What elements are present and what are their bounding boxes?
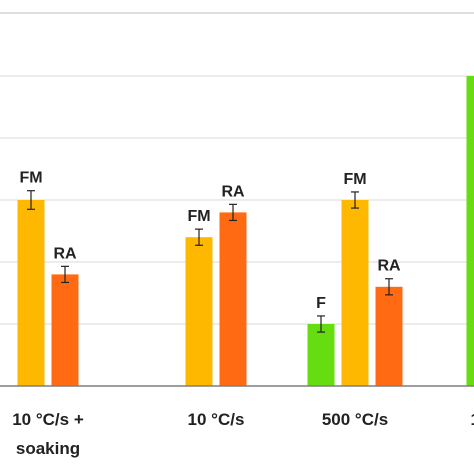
bar-ra [219, 212, 247, 386]
bar-label: F [316, 295, 326, 312]
bar-label: FM [19, 170, 42, 187]
bar-f [466, 76, 474, 386]
category-tick-label: 10 °C/s + [12, 410, 84, 429]
bar-fm [341, 200, 369, 386]
bar-label: RA [377, 258, 401, 275]
bar-labels: FMRAFMRAFFMRAF [19, 170, 401, 312]
category-tick-labels: 10 °C/s + soaking 10 °C/s 500 °C/s 10 [12, 410, 474, 458]
category-tick-label: 500 °C/s [322, 410, 388, 429]
bars [17, 76, 474, 386]
bar-ra [51, 274, 79, 386]
category-tick-label: 10 °C/s [188, 410, 245, 429]
bar-label: RA [221, 183, 245, 200]
bar-fm [185, 237, 213, 386]
category-tick-label: 10 [471, 410, 474, 429]
bar-fm [17, 200, 45, 386]
error-bars [27, 190, 393, 333]
bar-ra [375, 286, 403, 386]
category-tick-label: soaking [16, 439, 80, 458]
bar-f [307, 324, 335, 386]
bar-label: FM [343, 171, 366, 188]
bar-label: RA [53, 245, 77, 262]
bar-label: FM [187, 208, 210, 225]
